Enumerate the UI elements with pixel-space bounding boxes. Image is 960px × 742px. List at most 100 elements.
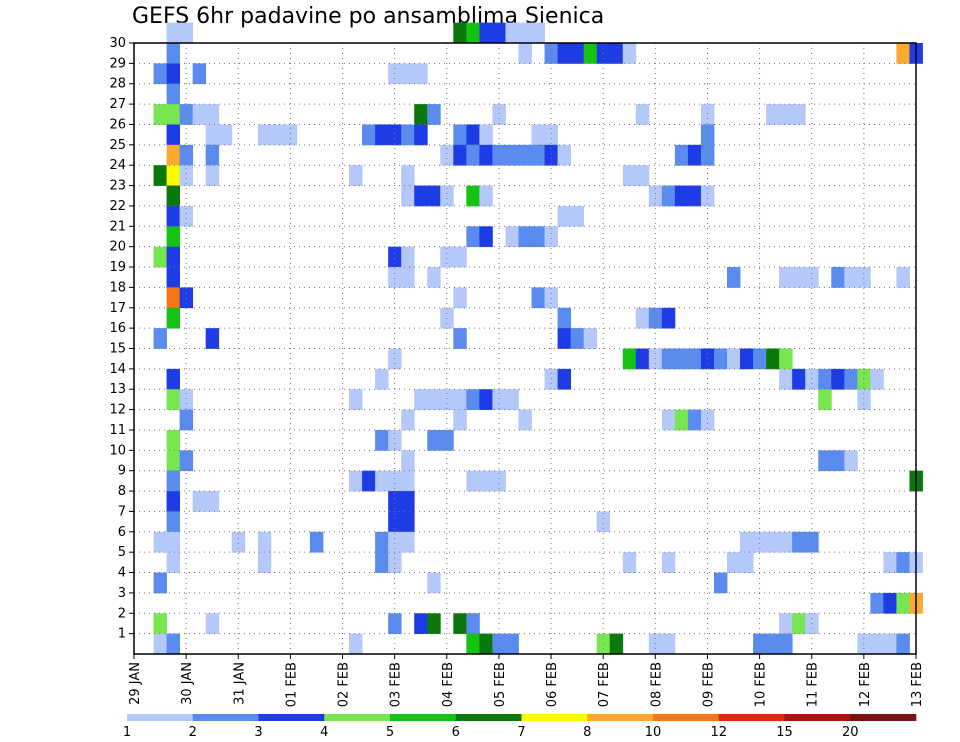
y-tick-label: 17 — [109, 301, 126, 316]
heatmap-cell — [401, 63, 415, 85]
heatmap-cell — [453, 409, 467, 431]
y-tick-label: 26 — [109, 117, 126, 132]
y-tick-label: 4 — [118, 566, 126, 581]
heatmap-cell — [349, 470, 363, 492]
heatmap-cell — [700, 144, 715, 166]
heatmap-cell — [362, 470, 376, 492]
heatmap-cell — [518, 22, 532, 44]
legend-swatch — [127, 714, 194, 721]
heatmap-cell — [270, 124, 285, 146]
heatmap-cell — [414, 124, 428, 146]
heatmap-cell — [166, 205, 181, 227]
heatmap-cell — [818, 389, 832, 410]
heatmap-cell — [505, 144, 519, 166]
heatmap-cell — [557, 368, 572, 390]
x-tick-label: 11 FEB — [806, 662, 821, 707]
heatmap-cell — [492, 633, 506, 655]
heatmap-cell — [427, 104, 441, 125]
y-tick-label: 22 — [109, 199, 126, 214]
heatmap-cell — [388, 531, 402, 553]
heatmap-cell — [492, 104, 506, 125]
heatmap-cell — [166, 83, 181, 105]
dotted-grid — [134, 42, 916, 654]
heatmap-cell — [166, 368, 181, 390]
heatmap-cells — [153, 22, 923, 655]
heatmap-cell — [179, 165, 194, 186]
heatmap-cell — [309, 531, 324, 553]
heatmap-cell — [792, 267, 806, 288]
y-tick-label: 19 — [109, 260, 126, 275]
heatmap-cell — [479, 226, 493, 248]
y-tick-label: 3 — [118, 586, 126, 601]
heatmap-cell — [857, 368, 871, 390]
heatmap-cell — [453, 328, 467, 349]
legend-label: 7 — [517, 725, 525, 740]
x-tick-label: 02 FEB — [337, 662, 352, 707]
heatmap-cell — [466, 389, 480, 410]
heatmap-cell — [427, 429, 441, 451]
heatmap-cell — [753, 531, 767, 553]
x-tick-label: 13 FEB — [910, 662, 925, 707]
color-legend: 1 2 3 4 5 6 7 8 10 12 15 20 — [123, 714, 917, 740]
heatmap-cell — [166, 470, 181, 492]
heatmap-cell — [596, 633, 611, 655]
heatmap-cell — [179, 22, 194, 44]
heatmap-cell — [492, 144, 506, 166]
heatmap-cell — [375, 124, 389, 146]
heatmap-cell — [153, 63, 167, 85]
y-tick-label: 29 — [109, 56, 126, 71]
heatmap-cell — [727, 552, 741, 573]
legend-label: 6 — [452, 725, 460, 740]
legend-swatch — [192, 714, 259, 721]
heatmap-cell — [205, 165, 220, 186]
y-tick-label: 9 — [118, 464, 126, 479]
heatmap-cell — [753, 633, 767, 655]
heatmap-cell — [179, 287, 194, 309]
heatmap-cell — [792, 104, 806, 125]
legend-label: 1 — [123, 725, 131, 740]
heatmap-cell — [805, 531, 819, 553]
heatmap-cell — [179, 205, 194, 227]
heatmap-cell — [192, 104, 207, 125]
heatmap-cell — [166, 226, 181, 248]
heatmap-cell — [401, 491, 415, 512]
heatmap-cell — [557, 328, 572, 349]
heatmap-cell — [674, 185, 689, 207]
heatmap-cell — [648, 185, 663, 207]
heatmap-cell — [713, 572, 728, 594]
heatmap-cell — [818, 450, 832, 472]
heatmap-cell — [479, 22, 493, 44]
y-tick-label: 23 — [109, 179, 126, 194]
heatmap-cell — [831, 267, 845, 288]
heatmap-cell — [440, 429, 454, 451]
heatmap-cell — [466, 226, 480, 248]
heatmap-cell — [857, 633, 871, 655]
x-tick-label: 08 FEB — [649, 662, 664, 707]
heatmap-cell — [792, 531, 806, 553]
x-axis: 29 JAN 30 JAN 31 JAN 01 FEB 02 FEB 03 FEB 04 F… — [128, 654, 925, 707]
heatmap-cell — [231, 531, 246, 553]
heatmap-cell — [440, 185, 454, 207]
heatmap-cell — [700, 409, 715, 431]
y-tick-label: 27 — [109, 97, 126, 112]
heatmap-cell — [153, 328, 167, 349]
heatmap-cell — [570, 328, 585, 349]
heatmap-cell — [414, 613, 428, 635]
heatmap-cell — [531, 22, 545, 44]
heatmap-cell — [401, 511, 415, 533]
y-tick-label: 8 — [118, 484, 126, 499]
heatmap-cell — [635, 307, 650, 329]
heatmap-cell — [349, 389, 363, 410]
legend-swatch — [850, 714, 917, 721]
heatmap-cell — [518, 226, 532, 248]
heatmap-cell — [570, 205, 585, 227]
legend-swatch — [390, 714, 457, 721]
heatmap-cell — [166, 104, 181, 125]
heatmap-cell — [440, 246, 454, 268]
y-tick-label: 11 — [109, 423, 126, 438]
heatmap-cell — [687, 409, 702, 431]
heatmap-cell — [883, 592, 897, 614]
heatmap-cell — [544, 287, 558, 309]
legend-label: 5 — [386, 725, 394, 740]
heatmap-cell — [518, 409, 532, 431]
